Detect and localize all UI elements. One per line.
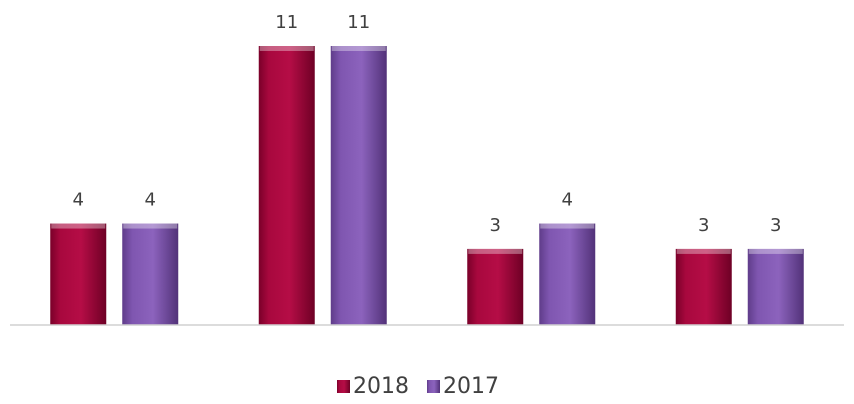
- legend-item-2017: 2017: [427, 374, 499, 399]
- bars-group: [50, 46, 804, 325]
- bar-bevel: [468, 248, 523, 254]
- bar-2018-4: [675, 248, 732, 325]
- bar-2018-3: [467, 248, 524, 325]
- data-labels-group: 4 4 11 11 3 4 3 3: [73, 12, 782, 236]
- bar-2018-1: [50, 223, 107, 325]
- bar-bevel: [540, 223, 595, 229]
- data-label: 4: [562, 190, 573, 211]
- bar-body: [675, 248, 732, 325]
- bar-body: [747, 248, 804, 325]
- legend-swatch: [337, 380, 350, 393]
- data-label: 4: [73, 190, 84, 211]
- data-label: 11: [347, 12, 370, 33]
- bar-2017-2: [330, 46, 387, 325]
- bar-bevel: [259, 46, 314, 51]
- legend-swatch: [427, 380, 440, 393]
- bar-body: [467, 248, 524, 325]
- bar-2017-1: [122, 223, 179, 325]
- bar-2017-4: [747, 248, 804, 325]
- legend-label: 2017: [443, 374, 499, 399]
- bar-2017-3: [539, 223, 596, 325]
- data-label: 3: [770, 215, 781, 236]
- bar-bevel: [331, 46, 386, 51]
- data-label: 4: [145, 190, 156, 211]
- data-label: 3: [698, 215, 709, 236]
- legend-item-2018: 2018: [337, 374, 409, 399]
- legend-label: 2018: [353, 374, 409, 399]
- bar-2018-2: [258, 46, 315, 325]
- bar-bevel: [676, 248, 731, 254]
- bar-body: [122, 223, 179, 325]
- bar-body: [50, 223, 107, 325]
- bar-bevel: [123, 223, 178, 229]
- bar-bevel: [748, 248, 803, 254]
- bar-body: [258, 46, 315, 325]
- data-label: 3: [490, 215, 501, 236]
- bar-bevel: [51, 223, 106, 229]
- bar-body: [330, 46, 387, 325]
- bar-body: [539, 223, 596, 325]
- data-label: 11: [275, 12, 298, 33]
- legend: 2018 2017: [337, 374, 499, 399]
